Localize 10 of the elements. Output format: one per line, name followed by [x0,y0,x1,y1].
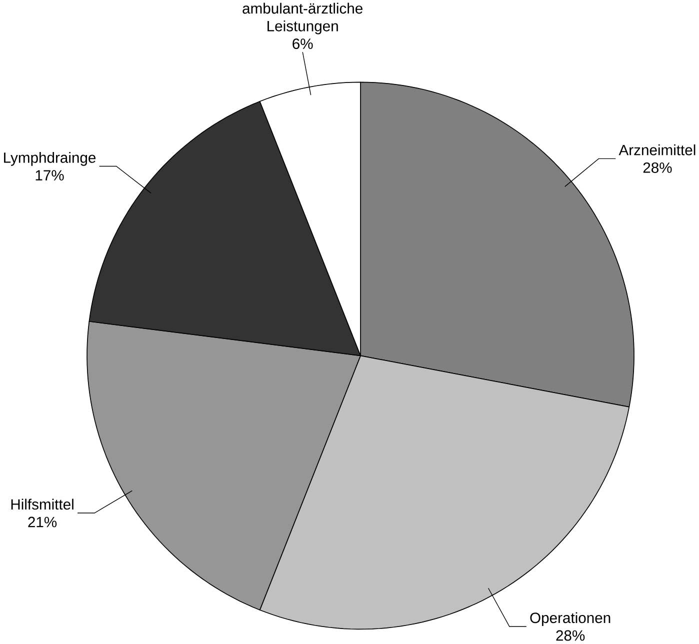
slice-label: Arzneimittel [618,144,696,156]
data-label: 17% [36,170,64,181]
slice-label: Lymphdrainge [4,152,96,166]
data-label: 21% [28,517,57,528]
slice-label: Hilfsmittel [11,498,74,510]
slice-label: ambulant-ärztliche Leistungen [242,3,362,34]
slice-label: Operationen [530,612,610,626]
data-label: 28% [556,630,585,641]
data-label: 6% [292,38,313,50]
data-label: 28% [643,162,672,174]
